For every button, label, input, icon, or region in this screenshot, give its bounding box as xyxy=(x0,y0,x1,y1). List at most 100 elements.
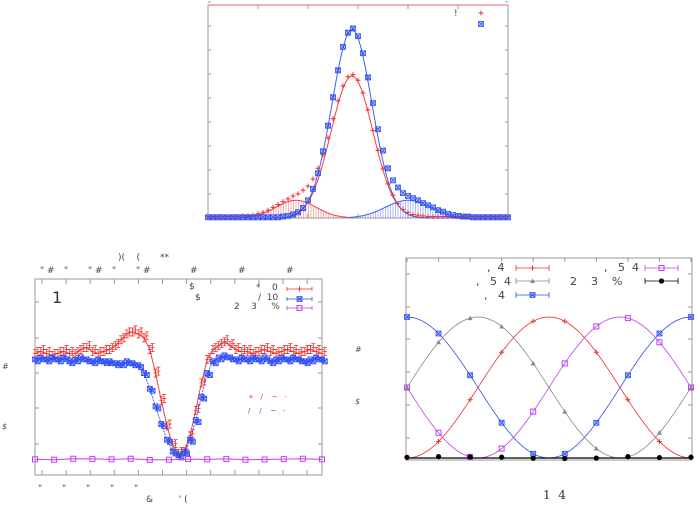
top-tick-label: " # xyxy=(136,266,151,276)
red-data-point xyxy=(562,318,568,324)
red-data-point xyxy=(375,148,381,154)
red-data-point xyxy=(530,318,536,324)
purple-data-point xyxy=(89,455,96,462)
right-legend-label-5: 2 3 % xyxy=(570,275,622,288)
blue-data-point xyxy=(295,209,301,216)
blue-data-point xyxy=(265,214,271,221)
red-data-point xyxy=(165,421,170,431)
red-data-point xyxy=(259,345,264,354)
blue-data-point xyxy=(360,50,366,57)
blue-data-point xyxy=(143,372,150,378)
red-data-point xyxy=(270,204,276,210)
red-data-point xyxy=(400,206,406,212)
red-data-point xyxy=(290,193,296,199)
black-data-point xyxy=(562,455,568,462)
right-legend-label-4: , 5 4 xyxy=(604,261,639,274)
red-data-point xyxy=(50,351,55,360)
right-xlabel: 1 4 xyxy=(543,488,566,502)
red-data-point xyxy=(64,345,69,354)
red-data-point xyxy=(253,347,258,356)
red-data-point xyxy=(41,345,46,354)
red-data-point xyxy=(288,343,293,352)
red-data-point xyxy=(355,77,361,83)
red-data-point xyxy=(255,211,261,217)
blue-data-point xyxy=(470,214,476,221)
red-data-point xyxy=(300,187,306,193)
gray-fit-curve xyxy=(406,316,692,459)
red-data-point xyxy=(150,343,155,352)
purple-data-point xyxy=(280,456,287,463)
blue-data-point xyxy=(138,364,145,371)
red-data-point xyxy=(142,333,147,343)
red-data-point xyxy=(187,431,192,441)
blue-data-point xyxy=(688,314,694,320)
purple-data-point xyxy=(146,456,153,463)
blue-data-point xyxy=(325,122,331,129)
top-tick-label: # xyxy=(190,266,198,276)
red-data-point xyxy=(360,90,366,96)
red-data-point xyxy=(262,345,267,354)
bottom-tick-label: " xyxy=(86,484,90,494)
blue-data-point xyxy=(498,419,505,426)
red-data-point xyxy=(410,211,416,217)
blue-data-point xyxy=(315,170,321,177)
chart-title: )( ( ** xyxy=(118,253,170,263)
blue-data-point xyxy=(495,214,501,221)
blue-data-point xyxy=(201,395,208,402)
bottom-right-oscillation-chart: , 4 , 5 4 , 4 , 5 4 2 3 % # $ 1 4 xyxy=(355,257,694,502)
red-data-point xyxy=(345,74,351,80)
red-data-point xyxy=(44,349,49,358)
red-data-point xyxy=(35,347,40,356)
purple-data-point xyxy=(561,360,568,367)
red-data-point xyxy=(385,181,391,187)
left-legend-label-2: / 10 xyxy=(258,293,278,303)
red-data-point xyxy=(228,341,233,351)
red-data-point xyxy=(170,441,175,450)
purple-data-point xyxy=(319,456,326,463)
purple-data-point xyxy=(185,456,192,463)
red-data-point xyxy=(159,396,164,405)
red-data-point xyxy=(90,347,95,356)
red-data-point xyxy=(58,347,63,356)
red-data-point xyxy=(104,345,109,354)
blue-data-point xyxy=(467,372,474,379)
left-ylabel-2: $ xyxy=(2,422,7,431)
red-data-point xyxy=(219,339,224,349)
blue-data-point xyxy=(593,419,600,426)
red-data-point xyxy=(330,116,336,122)
blue-data-point xyxy=(490,214,496,221)
red-data-point xyxy=(176,449,181,458)
left-legend-label-1: * 0 xyxy=(256,283,278,293)
blue-data-point xyxy=(264,356,271,363)
red-data-point xyxy=(317,345,322,354)
red-data-point xyxy=(47,347,52,356)
red-data-point xyxy=(55,349,60,358)
red-data-point xyxy=(251,349,256,358)
blue-data-point xyxy=(435,207,441,214)
red-data-point xyxy=(78,345,83,354)
legend-marker xyxy=(296,296,303,302)
red-data-point xyxy=(275,202,281,208)
blue-data-point xyxy=(335,67,341,74)
red-data-point xyxy=(310,176,316,182)
red-data-point xyxy=(256,347,261,356)
blue-data-point xyxy=(656,330,663,337)
red-data-point xyxy=(295,191,301,197)
red-data-point xyxy=(199,378,204,388)
red-data-point xyxy=(121,333,126,343)
red-data-point xyxy=(230,339,235,349)
purple-data-point xyxy=(204,456,211,463)
right-legend-label-1: , 4 xyxy=(487,261,505,274)
red-data-point xyxy=(84,343,89,352)
blue-data-point xyxy=(255,214,261,221)
red-data-point xyxy=(350,72,356,78)
blue-data-point xyxy=(455,212,461,219)
red-data-point xyxy=(320,349,324,358)
blue-data-point xyxy=(480,214,486,221)
red-data-point xyxy=(75,347,80,356)
legend-marker xyxy=(297,286,302,292)
blue-data-point xyxy=(350,25,356,32)
blue-data-point xyxy=(355,33,361,40)
blue-data-point xyxy=(155,405,162,412)
red-data-point xyxy=(210,345,215,354)
